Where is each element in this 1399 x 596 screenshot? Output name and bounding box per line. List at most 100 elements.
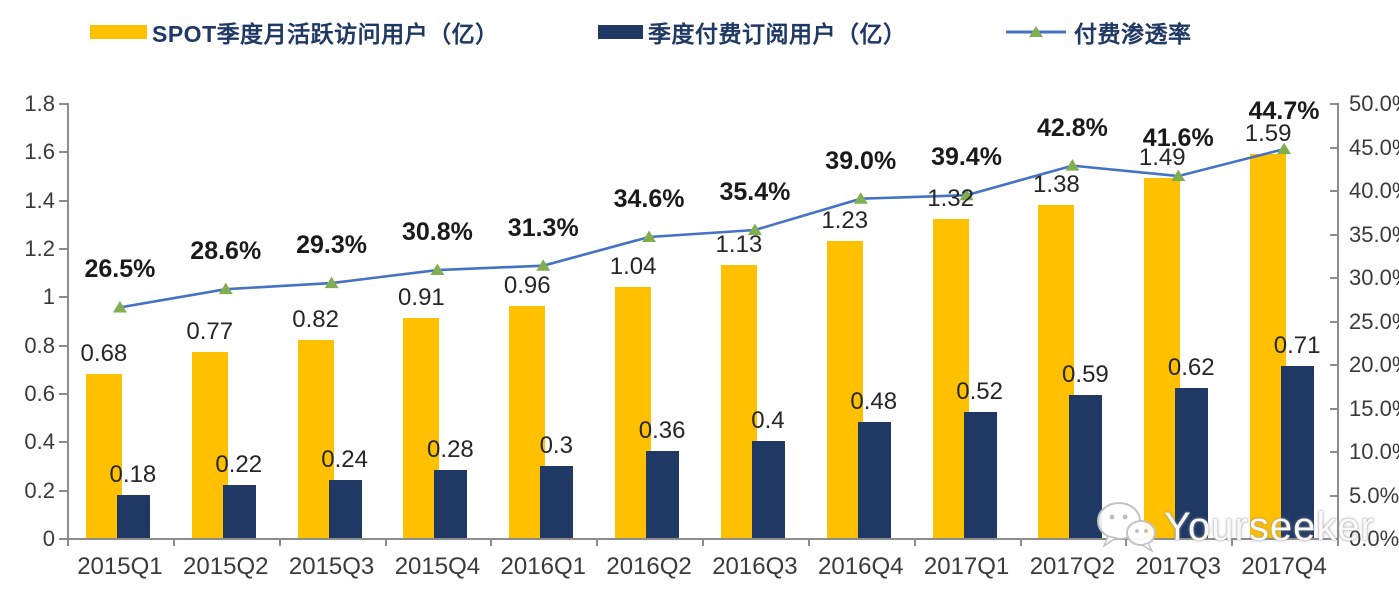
bar-mau (720, 264, 757, 538)
line-marker-triangle-icon (853, 192, 868, 204)
left-axis-tick-label: 1.8 (24, 91, 55, 116)
left-axis-tick (59, 296, 67, 299)
bar-subs-value-label: 0.3 (539, 431, 573, 459)
x-axis-category-label: 2017Q1 (923, 553, 1010, 580)
left-axis-tick (59, 151, 67, 154)
left-axis-tick (59, 248, 67, 250)
x-axis-category-label: 2015Q1 (77, 553, 163, 580)
watermark-text: Yourseeker (1164, 504, 1375, 549)
right-axis-tick-label: 0.0% (1349, 526, 1399, 551)
left-axis-tick-label: 1.4 (24, 187, 55, 213)
bar-subs (857, 422, 891, 538)
penetration-value-label: 29.3% (296, 231, 368, 260)
right-axis-tick-label: 25.0% (1349, 308, 1399, 334)
x-axis-tick (1019, 538, 1022, 546)
left-axis-tick (59, 441, 67, 444)
bar-mau-value-label: 1.32 (927, 185, 974, 212)
watermark: Yourseeker (1096, 500, 1375, 554)
bar-subs (222, 484, 256, 538)
legend-item-mau: SPOT季度月活跃访问用户（亿） (90, 18, 499, 47)
bar-subs (963, 412, 997, 538)
penetration-value-label: 35.4% (719, 178, 791, 207)
x-axis-category-label: 2017Q3 (1135, 553, 1221, 580)
line-marker-triangle-icon (642, 230, 657, 242)
right-axis-tick (1330, 277, 1338, 279)
left-axis-tick-label: 0.2 (24, 477, 55, 503)
x-axis-tick (490, 538, 493, 546)
bar-mau (403, 318, 440, 538)
line-marker-triangle-icon (112, 300, 127, 313)
bar-mau-value-label: 1.04 (609, 252, 657, 280)
penetration-value-label: 41.6% (1142, 124, 1214, 153)
right-axis-tick-label: 45.0% (1349, 134, 1399, 160)
bar-subs-value-label: 0.28 (427, 436, 474, 464)
bar-mau-value-label: 0.82 (292, 305, 339, 333)
bar-mau-value-label: 0.91 (398, 284, 445, 312)
x-axis-category-label: 2016Q1 (500, 553, 586, 580)
x-axis-category-label: 2015Q4 (394, 553, 481, 580)
x-axis-tick (913, 538, 916, 546)
bar-subs-value-label: 0.59 (1062, 361, 1109, 389)
left-axis-tick (59, 489, 67, 492)
bar-subs (1281, 366, 1315, 538)
bar-mau (509, 306, 546, 538)
bar-subs-value-label: 0.52 (956, 378, 1003, 406)
left-axis-tick-label: 0.8 (24, 332, 55, 358)
penetration-value-label: 31.3% (507, 213, 579, 242)
bar-mau (191, 351, 228, 538)
bar-subs (434, 470, 468, 538)
bar-subs (1175, 388, 1209, 538)
x-axis-category-label: 2016Q4 (818, 553, 904, 580)
bar-mau (85, 373, 122, 538)
right-axis-line (1337, 103, 1339, 540)
right-axis-tick (1330, 494, 1338, 497)
line-marker-triangle-icon (430, 263, 445, 276)
right-axis-tick-label: 30.0% (1349, 265, 1399, 290)
left-axis-tick-label: 1 (42, 284, 55, 310)
right-axis-tick-label: 35.0% (1349, 221, 1399, 247)
bar-subs-value-label: 0.4 (751, 407, 785, 435)
left-axis-tick (59, 344, 67, 347)
wechat-bubbles-icon (1097, 502, 1156, 553)
line-marker-triangle-icon (324, 276, 339, 289)
penetration-value-label: 28.6% (190, 237, 262, 266)
left-axis-tick-label: 1.2 (24, 236, 55, 261)
subs-swatch-icon (598, 25, 643, 39)
legend-mau-label: SPOT季度月活跃访问用户（亿） (152, 21, 499, 47)
x-axis-tick (384, 538, 387, 546)
x-axis-tick (1231, 538, 1234, 546)
bar-mau (615, 286, 652, 538)
x-axis-tick (278, 538, 281, 546)
bar-mau-value-label: 0.77 (186, 317, 234, 345)
right-axis-tick (1330, 407, 1338, 410)
right-axis-tick-label: 5.0% (1349, 482, 1399, 508)
x-axis-category-label: 2016Q2 (606, 553, 692, 580)
penetration-value-label: 30.8% (401, 218, 473, 247)
bar-subs (540, 465, 574, 538)
left-axis-tick-label: 1.6 (24, 139, 55, 165)
bar-subs (646, 451, 680, 538)
penetration-value-label: 39.4% (931, 143, 1003, 172)
penetration-value-label: 26.5% (84, 255, 156, 284)
right-axis-tick (1330, 538, 1338, 540)
bar-subs-value-label: 0.22 (215, 450, 263, 478)
bar-subs-value-label: 0.36 (638, 417, 686, 444)
right-axis-tick-label: 50.0% (1349, 91, 1399, 116)
bar-subs-value-label: 0.71 (1273, 332, 1321, 360)
line-marker-triangle-icon (536, 259, 551, 271)
left-axis-tick-label: 0.6 (24, 381, 55, 406)
right-axis-tick (1330, 146, 1338, 149)
x-axis-tick (1337, 538, 1339, 546)
x-axis-category-label: 2017Q4 (1241, 553, 1327, 580)
bar-subs (328, 480, 362, 538)
bar-mau (297, 339, 334, 538)
bar-subs (1069, 395, 1103, 538)
legend-item-penetration: 付费渗透率 (1006, 18, 1192, 47)
x-axis-category-label: 2015Q3 (288, 553, 375, 580)
bar-subs (116, 494, 150, 538)
bar-subs-value-label: 0.24 (321, 446, 368, 473)
x-axis-category-label: 2017Q2 (1029, 553, 1116, 580)
left-axis-tick (59, 393, 67, 395)
